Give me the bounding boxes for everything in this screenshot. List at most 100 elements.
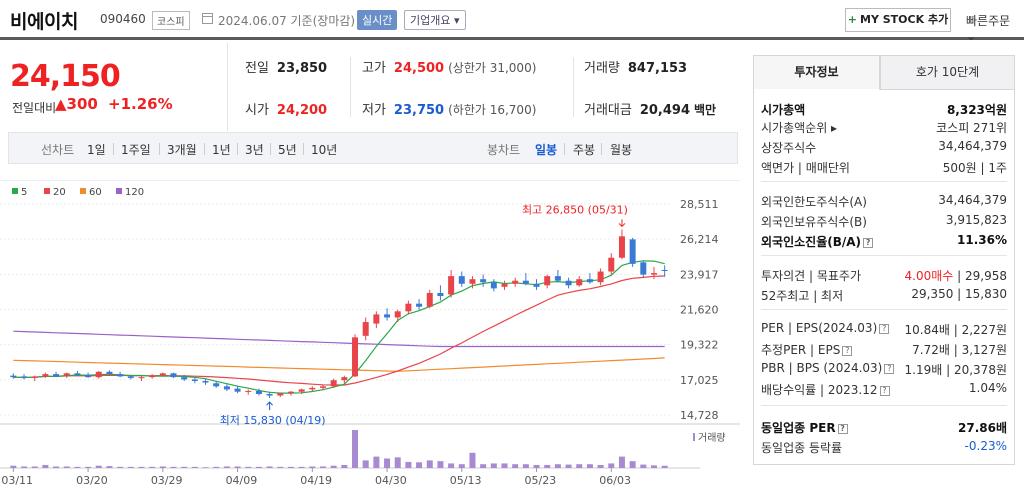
- tab-3y[interactable]: 3년: [245, 143, 264, 157]
- add-mystock-button[interactable]: + MY STOCK 추가: [845, 8, 951, 32]
- tab-weekly[interactable]: 주봉: [573, 143, 596, 157]
- stat-volume: 거래량 847,153: [584, 57, 687, 76]
- plus-icon: +: [847, 13, 858, 26]
- info-table: 시가총액 8,323억원 시가총액순위 ▸ 코스피 271위 상장주식수 34,464…: [753, 89, 1015, 465]
- candle-body: [554, 276, 561, 281]
- y-tick-label: 28,511: [680, 198, 719, 211]
- stat-label: 전일: [245, 61, 269, 76]
- help-icon[interactable]: ?: [842, 346, 853, 356]
- volume-bar: [234, 466, 241, 468]
- investment-info-panel: 투자정보 호가 10단계 시가총액 8,323억원 시가총액순위 ▸ 코스피 271…: [753, 55, 1015, 465]
- low-arrow-icon: [266, 401, 273, 411]
- row-value: 1.04%: [968, 381, 1007, 395]
- help-icon[interactable]: ?: [863, 238, 874, 248]
- candle-body: [234, 388, 241, 392]
- stat-value: 20,494: [639, 103, 691, 118]
- divider: [573, 57, 574, 117]
- legend-label: 120: [125, 187, 144, 198]
- candle-body: [650, 273, 657, 275]
- volume-bar: [21, 466, 28, 468]
- y-tick-label: 23,917: [680, 268, 719, 281]
- volume-bar: [298, 466, 305, 468]
- row-value: -0.23%: [964, 439, 1007, 453]
- divider: [270, 143, 271, 155]
- volume-bar: [330, 465, 337, 468]
- candle-body: [490, 282, 497, 289]
- upper-limit: (상한가 31,000): [448, 61, 537, 75]
- volume-bar: [554, 464, 561, 468]
- tab-hoga-10[interactable]: 호가 10단계: [880, 55, 1015, 90]
- tab-1y[interactable]: 1년: [212, 143, 231, 157]
- help-icon[interactable]: ?: [837, 424, 848, 434]
- x-tick-label: 04/19: [300, 474, 332, 487]
- volume-bar: [63, 466, 70, 468]
- candle-body: [480, 279, 487, 283]
- volume-bar: [650, 465, 657, 468]
- row-label-wrap: PER | EPS(2024.03)?: [761, 321, 890, 335]
- price-chart[interactable]: 5 20 60 120 28,511 26,214 23,917 21,620 19,322 17…: [0, 179, 740, 496]
- divider: [113, 143, 114, 155]
- tab-1w[interactable]: 1주일: [121, 143, 151, 157]
- tab-investment-info[interactable]: 투자정보: [753, 55, 880, 90]
- candle-body: [341, 377, 348, 381]
- realtime-button[interactable]: 실시간: [357, 10, 398, 30]
- candle-body: [223, 386, 230, 390]
- volume-bar: [319, 466, 326, 468]
- candle-body: [191, 379, 198, 381]
- row-label-wrap: 외국인소진율(B/A)?: [761, 233, 874, 250]
- candle-body: [586, 279, 593, 283]
- row-label: 시가총액: [761, 103, 806, 117]
- row-label: 52주최고 | 최저: [761, 289, 844, 303]
- help-icon[interactable]: ?: [879, 386, 890, 396]
- stat-amount: 거래대금 20,494 백만: [584, 99, 716, 118]
- ma20-line: [13, 275, 665, 386]
- tab-5y[interactable]: 5년: [278, 143, 297, 157]
- candle-body: [149, 375, 156, 378]
- target-price: | 29,958: [953, 269, 1007, 283]
- tab-3m[interactable]: 3개월: [167, 143, 197, 157]
- volume-bar: [501, 463, 508, 468]
- stock-header: 비에이치 090460 코스피 2024.06.07 기준(장마감) 실시간 기…: [0, 0, 1024, 43]
- y-tick-label: 19,322: [680, 339, 719, 352]
- divider: [601, 143, 602, 155]
- candle-body: [63, 373, 70, 376]
- volume-bar: [629, 461, 636, 468]
- volume-bar: [362, 460, 369, 468]
- row-label: 외국인한도주식수(A): [761, 195, 867, 209]
- volume-bar: [287, 466, 294, 468]
- volume-bar: [384, 458, 391, 468]
- stat-prev: 전일 23,850: [245, 57, 327, 76]
- company-overview-dropdown[interactable]: 기업개요 ▾: [404, 10, 466, 30]
- stat-value: 23,850: [276, 61, 328, 76]
- row-label-wrap: 추정PER | EPS?: [761, 341, 853, 358]
- candle-body: [362, 322, 369, 336]
- tab-10y[interactable]: 10년: [311, 143, 338, 157]
- low-annotation: 최저 15,830 (04/19): [220, 414, 326, 427]
- stock-code: 090460: [100, 12, 146, 26]
- quick-order-button[interactable]: 빠른주문 ⌄: [966, 14, 1011, 43]
- candlestick-chart-svg: 5 20 60 120 28,511 26,214 23,917 21,620 19,322 17…: [0, 179, 740, 487]
- divider: [237, 143, 238, 155]
- price-change: ▲300: [55, 95, 98, 113]
- stat-value: 24,200: [276, 103, 328, 118]
- y-tick-label: 21,620: [680, 303, 719, 316]
- candle-body: [277, 393, 284, 396]
- tab-1d[interactable]: 1일: [87, 143, 106, 157]
- candle-body: [202, 380, 209, 383]
- divider: [303, 143, 304, 155]
- tab-daily[interactable]: 일봉: [535, 143, 558, 157]
- volume-bar: [309, 466, 316, 468]
- help-icon[interactable]: ?: [884, 364, 895, 374]
- candle-body: [298, 389, 305, 392]
- volume-bar: [437, 461, 444, 468]
- candle-body: [181, 377, 188, 380]
- volume-bar: [608, 463, 615, 468]
- help-icon[interactable]: ?: [879, 324, 890, 334]
- row-value: 11.36%: [957, 233, 1007, 247]
- tab-monthly[interactable]: 월봉: [610, 143, 633, 157]
- candle-body: [309, 387, 316, 390]
- chart-period-tabs: 선차트 1일 1주일 3개월 1년 3년 5년 10년 봉차트 일봉 주봉 월봉: [8, 132, 738, 164]
- candle-body: [384, 314, 391, 318]
- high-arrow-icon: [618, 219, 626, 228]
- volume-bar: [576, 464, 583, 468]
